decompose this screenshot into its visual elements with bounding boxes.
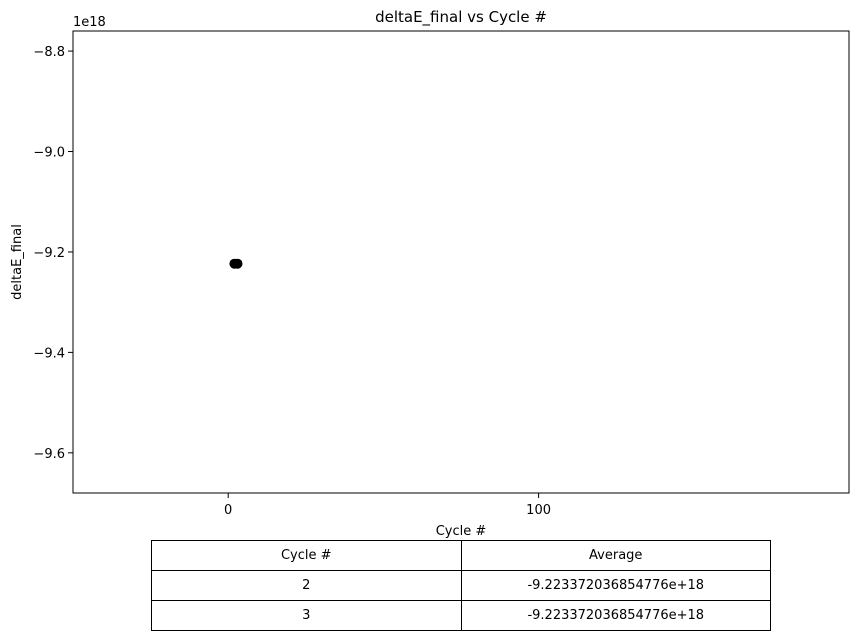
table-row: 2 -9.223372036854776e+18 <box>151 570 771 601</box>
table-header-row: Cycle # Average <box>151 540 771 571</box>
x-axis-ticks: 0 100 <box>224 493 551 518</box>
scatter-chart: deltaE_final vs Cycle # 1e18 0 100 −9.6−9… <box>10 8 850 539</box>
table-header-average: Average <box>460 540 771 571</box>
y-tick-label: −8.8 <box>33 45 65 60</box>
data-point <box>232 258 243 269</box>
plot-area <box>72 30 850 494</box>
table-cell-average: -9.223372036854776e+18 <box>460 570 771 601</box>
chart-title: deltaE_final vs Cycle # <box>375 8 547 27</box>
summary-table: Cycle # Average 2 -9.223372036854776e+18… <box>151 540 771 631</box>
y-tick-label: −9.0 <box>33 146 65 161</box>
y-axis-ticks: −9.6 −9.4 −9.2 −9.0 −8.8 <box>33 45 73 462</box>
x-tick-label: 0 <box>224 503 232 518</box>
y-tick-label: −9.6 <box>33 447 65 462</box>
x-tick-label: 100 <box>526 503 551 518</box>
table-cell-cycle: 3 <box>151 600 462 631</box>
y-tick-label: −9.4 <box>33 346 65 361</box>
table-cell-average: -9.223372036854776e+18 <box>460 600 771 631</box>
x-axis-label: Cycle # <box>436 524 487 539</box>
y-offset-label: 1e18 <box>73 15 106 30</box>
table-cell-cycle: 2 <box>151 570 462 601</box>
table-row: 3 -9.223372036854776e+18 <box>151 600 771 631</box>
data-points <box>229 258 243 269</box>
table-header-cycle: Cycle # <box>151 540 462 571</box>
y-tick-label: −9.2 <box>33 246 65 261</box>
y-axis-label: deltaE_final <box>10 224 25 300</box>
